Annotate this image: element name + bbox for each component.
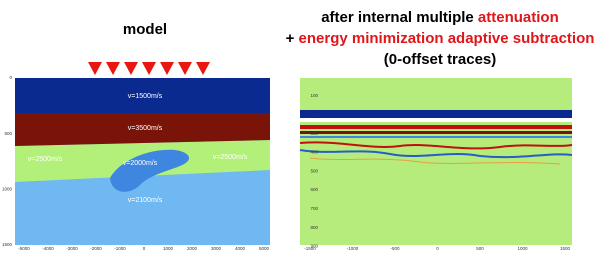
title-segment: + bbox=[286, 30, 299, 47]
title-segment: (0-offset traces) bbox=[384, 51, 497, 68]
velocity-label: v=2500m/s bbox=[28, 156, 63, 163]
x-tick-label: 1000 bbox=[163, 246, 174, 251]
title-segment: attenuation bbox=[478, 9, 559, 26]
page: {"left":{"title":"model", "velocities":[… bbox=[0, 0, 599, 253]
x-tick-label: 3000 bbox=[211, 246, 222, 251]
velocity-label: v=2000m/s bbox=[123, 160, 158, 167]
x-tick-label: 0 bbox=[143, 246, 146, 251]
x-tick-label: 500 bbox=[476, 246, 484, 251]
right-title-line: + energy minimization adaptive subtracti… bbox=[286, 30, 595, 47]
trace-image bbox=[300, 78, 572, 245]
right-title-line: after internal multiple attenuation bbox=[321, 9, 559, 26]
x-tick-label: 0 bbox=[436, 246, 439, 251]
source-markers bbox=[88, 62, 210, 75]
x-tick-label: 5000 bbox=[259, 246, 270, 251]
x-tick-label: 4000 bbox=[235, 246, 246, 251]
velocity-label: v=1500m/s bbox=[128, 93, 163, 100]
x-tick-label: -4000 bbox=[42, 246, 54, 251]
title-segment: energy minimization adaptive subtraction bbox=[299, 30, 595, 47]
velocity-label: v=2100m/s bbox=[128, 197, 163, 204]
title-segment: after internal multiple bbox=[321, 9, 478, 26]
x-tick-label: 2000 bbox=[187, 246, 198, 251]
y-tick-label: 700 bbox=[310, 206, 318, 211]
y-tick-label: 300 bbox=[310, 131, 318, 136]
y-tick-label: 200 bbox=[310, 112, 318, 117]
x-tick-label: 1000 bbox=[517, 246, 528, 251]
right-title-line: (0-offset traces) bbox=[384, 51, 497, 68]
y-tick-label: 0 bbox=[9, 75, 12, 80]
x-tick-label: -500 bbox=[390, 246, 400, 251]
x-tick-label: -1500 bbox=[304, 246, 316, 251]
x-tick-label: -1000 bbox=[114, 246, 126, 251]
y-tick-label: 800 bbox=[310, 225, 318, 230]
left-title: model bbox=[123, 21, 167, 38]
y-tick-label: 400 bbox=[310, 150, 318, 155]
y-tick-label: 1000 bbox=[2, 187, 13, 192]
x-tick-label: -2000 bbox=[90, 246, 102, 251]
y-tick-label: 500 bbox=[4, 131, 12, 136]
y-tick-label: 100 bbox=[310, 93, 318, 98]
velocity-label: v=3500m/s bbox=[128, 125, 163, 132]
velocity-label: v=2500m/s bbox=[213, 154, 248, 161]
x-tick-label: -3000 bbox=[66, 246, 78, 251]
x-tick-label: -1000 bbox=[347, 246, 359, 251]
y-tick-label: 1500 bbox=[2, 242, 13, 247]
x-tick-label: -5000 bbox=[18, 246, 30, 251]
y-tick-label: 600 bbox=[310, 187, 318, 192]
figure: model v=1500m/s v=3500m/s v=2500m/s v=2000m… bbox=[0, 0, 599, 253]
x-tick-label: 1500 bbox=[560, 246, 571, 251]
y-tick-label: 500 bbox=[310, 168, 318, 173]
